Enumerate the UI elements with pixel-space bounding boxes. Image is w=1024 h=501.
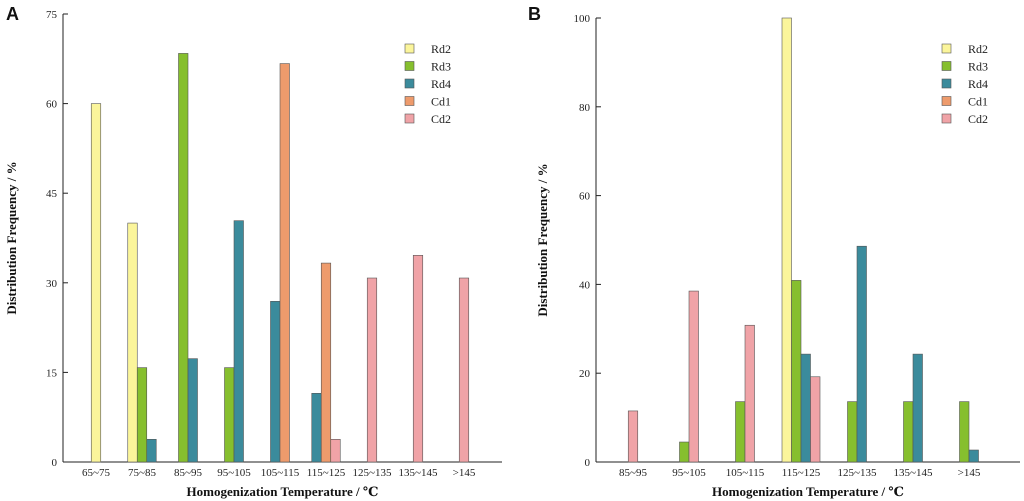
legend-swatch-rd2: [941, 43, 952, 54]
legend-swatch-rd4: [941, 78, 952, 89]
x-tick-label: 95~105: [672, 467, 706, 479]
y-tick-label: 20: [579, 368, 591, 380]
bar-cd2-7: [412, 255, 424, 463]
x-tick-label: 105~115: [261, 467, 300, 479]
legend-label-cd2: Cd2: [968, 112, 988, 126]
bar-rd3-2: [178, 53, 189, 463]
legend-label-cd1: Cd1: [431, 95, 451, 109]
legend-swatch-rd4: [404, 78, 415, 89]
x-tick-label: 85~95: [174, 467, 202, 479]
bar-rd3-2: [735, 401, 746, 463]
bar-rd4-5: [311, 393, 322, 463]
bar-rd4-1: [146, 439, 157, 463]
bar-rd3-6: [959, 401, 970, 463]
y-tick-label: 0: [52, 457, 58, 469]
legend-label-rd3: Rd3: [431, 60, 451, 74]
x-tick-label: 135~145: [399, 467, 438, 479]
y-tick-label: 100: [574, 13, 591, 25]
legend-label-rd4: Rd4: [968, 77, 988, 91]
bar-rd3-1: [136, 367, 148, 463]
bar-rd4-2: [187, 358, 198, 463]
panel-letter: B: [528, 4, 541, 24]
legend-swatch-cd2: [941, 113, 952, 124]
x-tick-label: 85~95: [619, 467, 647, 479]
bar-rd2-1: [127, 222, 138, 463]
panel-b: B 0 20 40 60 80 100 85~95 95~105 105~115 115~125 12…: [528, 4, 1020, 499]
legend-label-cd2: Cd2: [431, 112, 451, 126]
legend-swatch-cd1: [941, 96, 952, 106]
x-tick-label: >145: [453, 467, 476, 479]
legend-swatch-cd2: [404, 113, 415, 124]
y-tick-label: 0: [585, 457, 591, 469]
panel-a: A 0 15 30 45 60 75 65~75 75~85 85~95 95~105 105~115…: [4, 4, 502, 499]
bar-cd2-0: [627, 410, 639, 463]
y-tick-label: 40: [579, 279, 591, 291]
x-tick-label: >145: [958, 467, 981, 479]
x-tick-label: 125~135: [353, 467, 392, 479]
x-tick-label: 75~85: [128, 467, 156, 479]
y-tick-label: 15: [46, 367, 58, 379]
y-tick-label: 75: [46, 9, 58, 21]
legend: Rd2 Rd3 Rd4 Cd1 Cd2: [941, 42, 988, 126]
bar-cd2-1: [688, 290, 699, 463]
bar-rd4-3: [800, 353, 811, 463]
legend-swatch-rd3: [941, 61, 952, 71]
legend-swatch-rd2: [404, 43, 415, 54]
bar-rd4-5: [912, 353, 923, 463]
x-axis-title: Homogenization Temperature / ℃: [187, 484, 379, 499]
bar-rd2-3: [781, 17, 792, 463]
y-tick-label: 45: [46, 188, 58, 200]
y-tick-label: 60: [579, 191, 591, 203]
bar-rd3-4: [847, 401, 858, 463]
y-tick-label: 30: [46, 278, 58, 290]
y-axis-title: Distribution Frequency / %: [535, 163, 550, 316]
bar-cd2-5: [330, 439, 341, 463]
bar-rd3-1: [679, 441, 690, 463]
legend-label-cd1: Cd1: [968, 95, 988, 109]
bar-rd4-3: [233, 220, 244, 463]
y-axis-title: Distribution Frequency / %: [4, 161, 19, 314]
x-tick-label: 105~115: [726, 467, 765, 479]
bar-rd2-0: [90, 103, 102, 463]
bar-rd3-3: [224, 367, 235, 463]
bar-cd1-4: [279, 63, 290, 463]
bar-cd1-5: [320, 262, 332, 463]
y-tick-label: 80: [579, 102, 591, 114]
legend-label-rd3: Rd3: [968, 60, 988, 74]
legend-swatch-cd1: [404, 96, 415, 106]
legend-label-rd2: Rd2: [968, 42, 988, 56]
bar-rd3-5: [903, 401, 914, 463]
legend-label-rd2: Rd2: [431, 42, 451, 56]
bar-cd2-6: [366, 277, 378, 463]
y-tick-label: 60: [46, 99, 58, 111]
bar-rd4-6: [968, 449, 979, 463]
bar-cd2-2: [744, 324, 755, 463]
legend-swatch-rd3: [404, 61, 415, 71]
bar-cd2-8: [458, 277, 470, 463]
bar-cd2-3: [810, 376, 821, 463]
x-tick-label: 95~105: [217, 467, 251, 479]
bar-rd4-4: [856, 245, 867, 463]
x-tick-label: 135~145: [894, 467, 933, 479]
x-tick-label: 115~125: [307, 467, 346, 479]
legend-label-rd4: Rd4: [431, 77, 451, 91]
bar-rd4-4: [270, 301, 281, 463]
x-axis-title: Homogenization Temperature / ℃: [712, 484, 904, 499]
x-tick-label: 125~135: [838, 467, 877, 479]
bar-rd3-3: [791, 280, 802, 463]
legend: Rd2 Rd3 Rd4 Cd1 Cd2: [404, 42, 451, 126]
x-tick-label: 115~125: [782, 467, 821, 479]
x-tick-label: 65~75: [82, 467, 110, 479]
panel-letter: A: [6, 4, 19, 24]
